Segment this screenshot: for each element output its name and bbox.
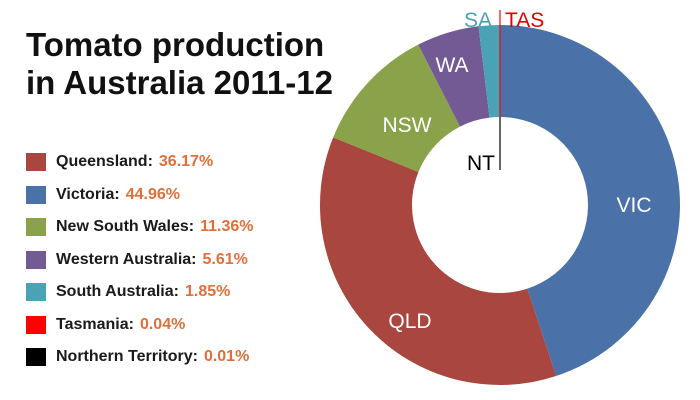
legend-swatch-western-australia [26, 250, 46, 269]
legend-label: Western Australia [56, 250, 192, 268]
legend-item-northern-territory: Northern Territory: 0.01% [26, 341, 253, 374]
legend-item-tasmania: Tasmania: 0.04% [26, 309, 253, 342]
slice-south-australia [478, 25, 500, 118]
slice-queensland [319, 137, 557, 385]
chart-title: Tomato production in Australia 2011-12 [26, 26, 356, 102]
slice-western-australia [418, 26, 490, 127]
legend-label: South Australia [56, 283, 174, 301]
chart-title-line-2: in Australia 2011-12 [26, 64, 333, 101]
legend-item-south-australia: South Australia: 1.85% [26, 276, 253, 309]
slice-label-nsw: NSW [383, 114, 432, 137]
legend-swatch-tasmania [26, 315, 46, 334]
slice-label-qld: QLD [388, 310, 431, 333]
slice-label-nt: NT [467, 152, 495, 175]
legend-swatch-victoria [26, 185, 46, 204]
legend-value: 11.36% [200, 218, 254, 236]
slice-label-sa: SA [464, 9, 492, 32]
legend-label: New South Wales [56, 218, 189, 236]
legend-value: 36.17% [158, 153, 214, 171]
chart-title-line-1: Tomato production [26, 26, 325, 63]
legend-swatch-south-australia [26, 283, 46, 302]
legend-value: 0.01% [203, 348, 250, 366]
slice-label-tas: TAS [505, 9, 544, 32]
legend-swatch-new-south-wales [26, 218, 46, 237]
legend: Queensland: 36.17% Victoria: 44.96% New … [26, 146, 253, 374]
legend-item-queensland: Queensland: 36.17% [26, 146, 253, 179]
legend-swatch-northern-territory [26, 348, 46, 367]
slice-new-south-wales [333, 44, 460, 172]
legend-value: 0.04% [139, 315, 186, 333]
slice-label-wa: WA [435, 54, 468, 77]
legend-label: Victoria [56, 185, 115, 203]
slice-label-vic: VIC [616, 194, 651, 217]
legend-value: 1.85% [184, 283, 231, 301]
legend-item-victoria: Victoria: 44.96% [26, 179, 253, 212]
slice-victoria [500, 25, 680, 377]
legend-value: 44.96% [125, 185, 180, 203]
legend-value: 5.61% [202, 250, 248, 268]
legend-swatch-queensland [26, 153, 46, 172]
legend-item-new-south-wales: New South Wales: 11.36% [26, 211, 253, 244]
legend-label: Northern Territory [56, 348, 193, 366]
legend-item-western-australia: Western Australia: 5.61% [26, 244, 253, 277]
legend-label: Queensland [56, 153, 148, 171]
legend-label: Tasmania [56, 315, 129, 333]
